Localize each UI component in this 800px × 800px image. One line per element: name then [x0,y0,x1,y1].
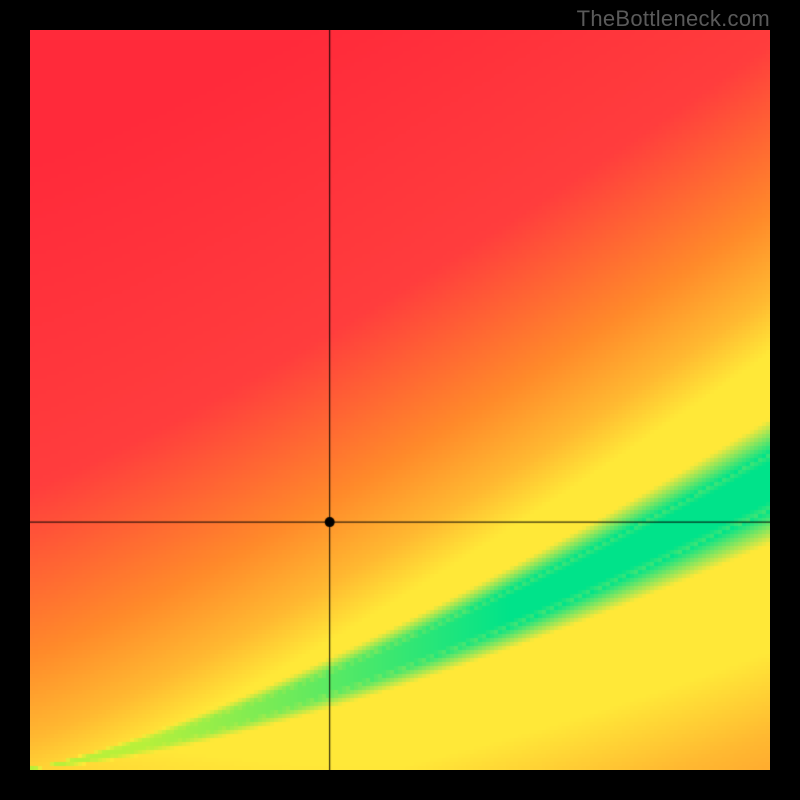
chart-container: TheBottleneck.com [0,0,800,800]
bottleneck-heatmap [30,30,770,770]
watermark-text: TheBottleneck.com [577,6,770,32]
